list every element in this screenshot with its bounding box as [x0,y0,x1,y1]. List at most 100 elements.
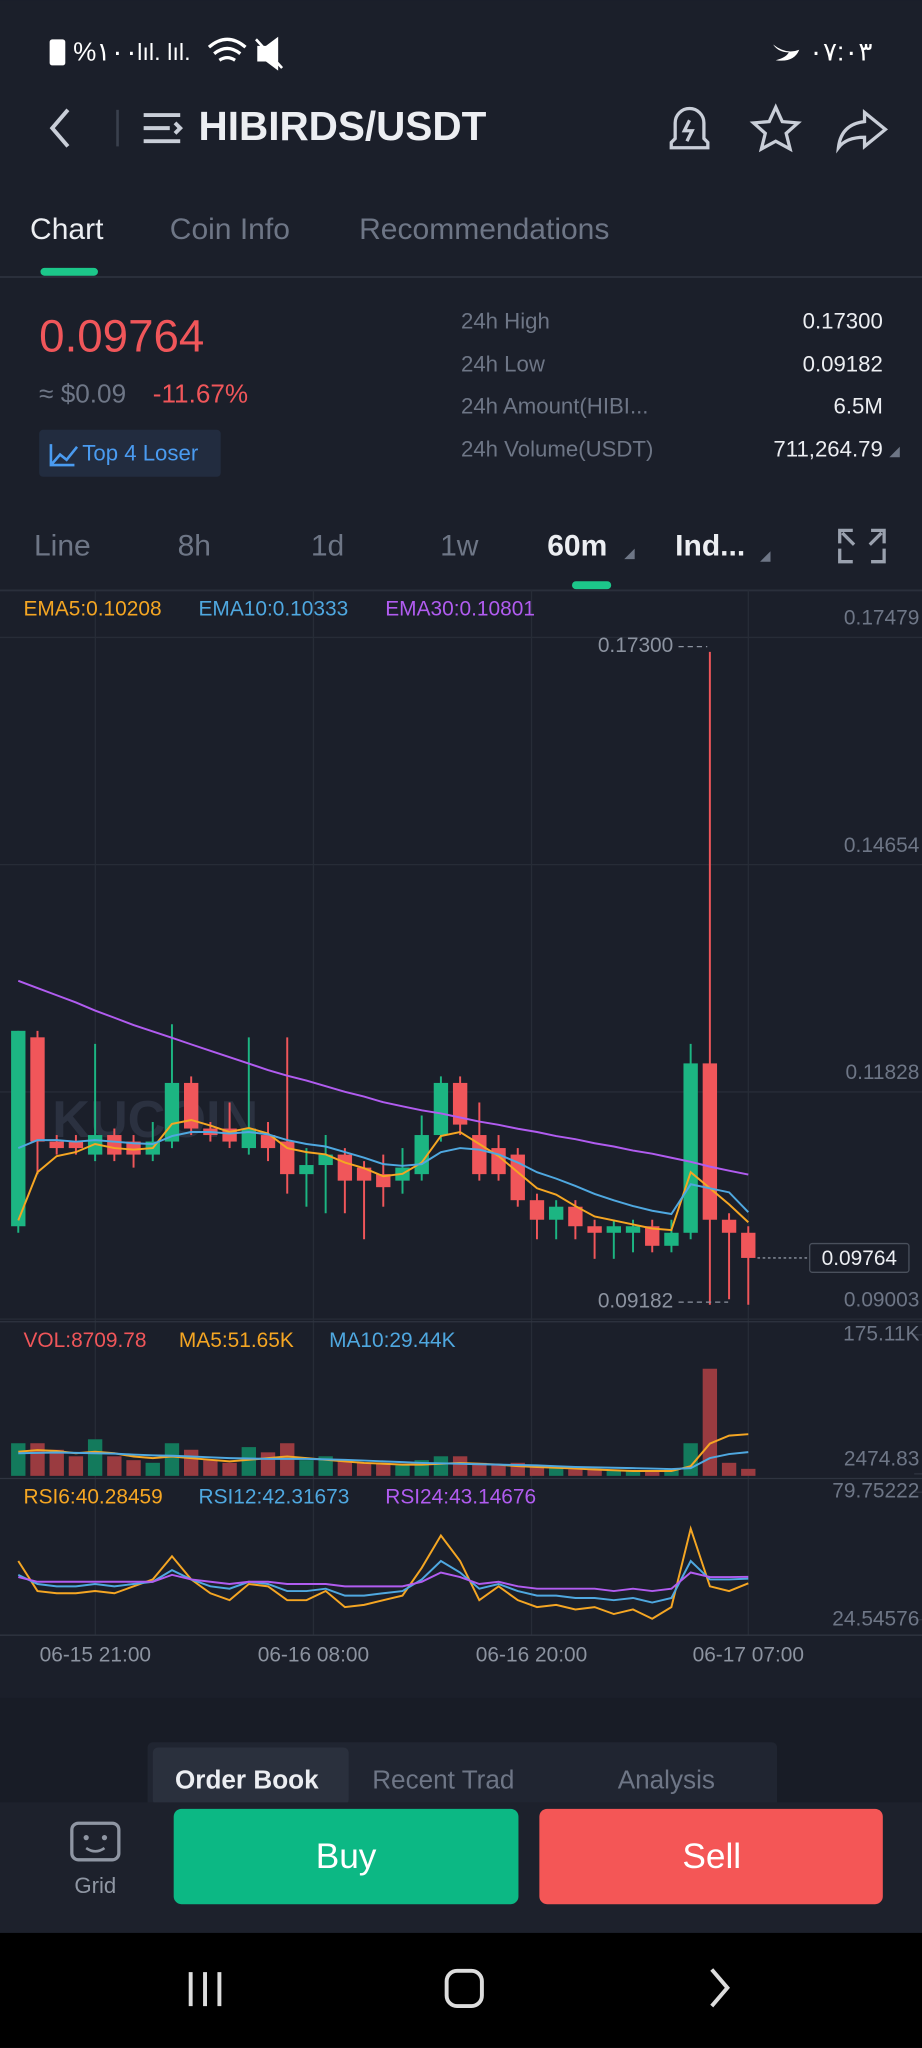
candle-body [183,1082,199,1129]
y-tick-label: 0.14654 [844,834,919,857]
price-change: -11.67% [153,379,248,409]
buy-button[interactable] [173,1808,519,1905]
volume-bar [126,1460,141,1476]
volume-bar [68,1456,84,1476]
alert-button[interactable] [669,106,710,150]
candle-body [356,1167,372,1181]
chart-panes: 0.17479 0.14654 0.11828 0.09003 EMA5:0.10208… [0,598,922,1667]
badge-icon [49,444,79,467]
candle-body [30,1037,45,1142]
volume-bar [433,1456,449,1476]
stat-value: 0.17300 [803,309,883,334]
x-tick-label: 06-16 08:00 [258,1644,369,1667]
candle-body [741,1232,756,1258]
candle-body [299,1165,314,1175]
nav-back[interactable] [710,1968,730,2008]
x-tick-label: 06-15 21:00 [40,1644,151,1667]
interval[interactable]: Line [34,529,91,562]
indicator-line [17,1559,749,1604]
candle-body [260,1135,276,1149]
sub-tab[interactable]: Order Book [175,1764,319,1794]
candle-body [721,1219,737,1233]
volume-label: VOL:8709.78 [24,1329,147,1352]
sell-button[interactable] [539,1808,883,1905]
x-tick-label: 06-17 07:00 [693,1644,804,1667]
candle-body [645,1226,660,1246]
candle-body [11,1030,26,1227]
grid-label: Grid [74,1873,116,1898]
candle-body [587,1226,602,1233]
volume-bar [376,1462,391,1476]
tab-coin-info[interactable]: Coin Info [170,213,290,246]
sub-tab[interactable]: Analysis [618,1764,715,1794]
candle-body [548,1206,564,1220]
stat-label: 24h Low [461,352,546,377]
last-price-box [809,1242,910,1273]
interval[interactable]: 1d [311,529,344,562]
volume-bar [395,1465,410,1476]
volume-bar [107,1456,122,1476]
volume-bar [721,1462,737,1476]
candle-body [107,1135,122,1155]
candle-body [164,1082,180,1142]
candle-body [452,1082,468,1125]
volume-bar [164,1443,180,1476]
candle-body [280,1141,295,1175]
last-price: 0.09764 [39,311,204,362]
nav-home[interactable] [444,1968,484,2009]
candle-body [433,1082,449,1136]
back-button[interactable] [49,108,70,148]
x-tick-label: 06-16 20:00 [476,1644,587,1667]
menu-button[interactable] [143,113,183,144]
grid-icon-mouth [85,1846,106,1853]
volume-bar [337,1460,353,1476]
nav-recents[interactable] [188,1972,222,2007]
stat-label: 24h Amount(HIBI... [461,393,648,418]
volume-bar [606,1470,621,1476]
badge[interactable] [39,429,221,477]
candle-body [664,1232,679,1246]
fullscreen-button[interactable] [838,528,886,564]
high-label: 0.17300 [598,634,673,657]
y-tick-label: 0.11828 [845,1061,919,1084]
volume-bar [183,1449,199,1476]
candle-body [702,1063,718,1220]
candle-body [625,1226,641,1233]
share-button[interactable] [836,109,889,154]
candle-body [376,1174,391,1188]
interval[interactable]: 8h [178,529,211,562]
volume-bar [491,1465,506,1476]
interval-active[interactable]: 60m [547,529,607,562]
legend-item: EMA10:0.10333 [199,598,349,621]
fiat-price: ≈ $0.09 [39,379,126,409]
volume-bar [49,1449,64,1476]
volume-bar [299,1460,314,1476]
volume-bar [472,1462,487,1476]
volume-bar [318,1456,333,1476]
candle-body [510,1154,525,1201]
sub-tab[interactable]: Recent Trad [372,1764,514,1794]
buy-label: Buy [316,1837,377,1876]
favorite-button[interactable] [749,103,802,153]
volume-bar [145,1462,160,1476]
stat-value: 6.5M [833,393,882,418]
legend-item: EMA30:0.10801 [385,598,535,621]
mute-icon [254,36,284,71]
dropdown-triangle [624,548,635,560]
volume-bar [568,1469,583,1476]
volume-bar [452,1456,468,1476]
tab-recommendations[interactable]: Recommendations [359,213,609,246]
candle-body [568,1206,583,1227]
expand-triangle[interactable] [889,446,900,458]
badge-text: Top 4 Loser [82,440,199,465]
grid-icon[interactable] [70,1821,121,1862]
tab-chart[interactable]: Chart [30,213,104,246]
volume-bar [664,1469,679,1476]
volume-bar [587,1469,602,1476]
indicator-line [18,1451,749,1471]
indicators[interactable]: Ind... [675,529,745,562]
indicator-line [18,1433,749,1473]
y-tick-label: 79.75222 [832,1480,919,1503]
interval[interactable]: 1w [440,529,479,562]
